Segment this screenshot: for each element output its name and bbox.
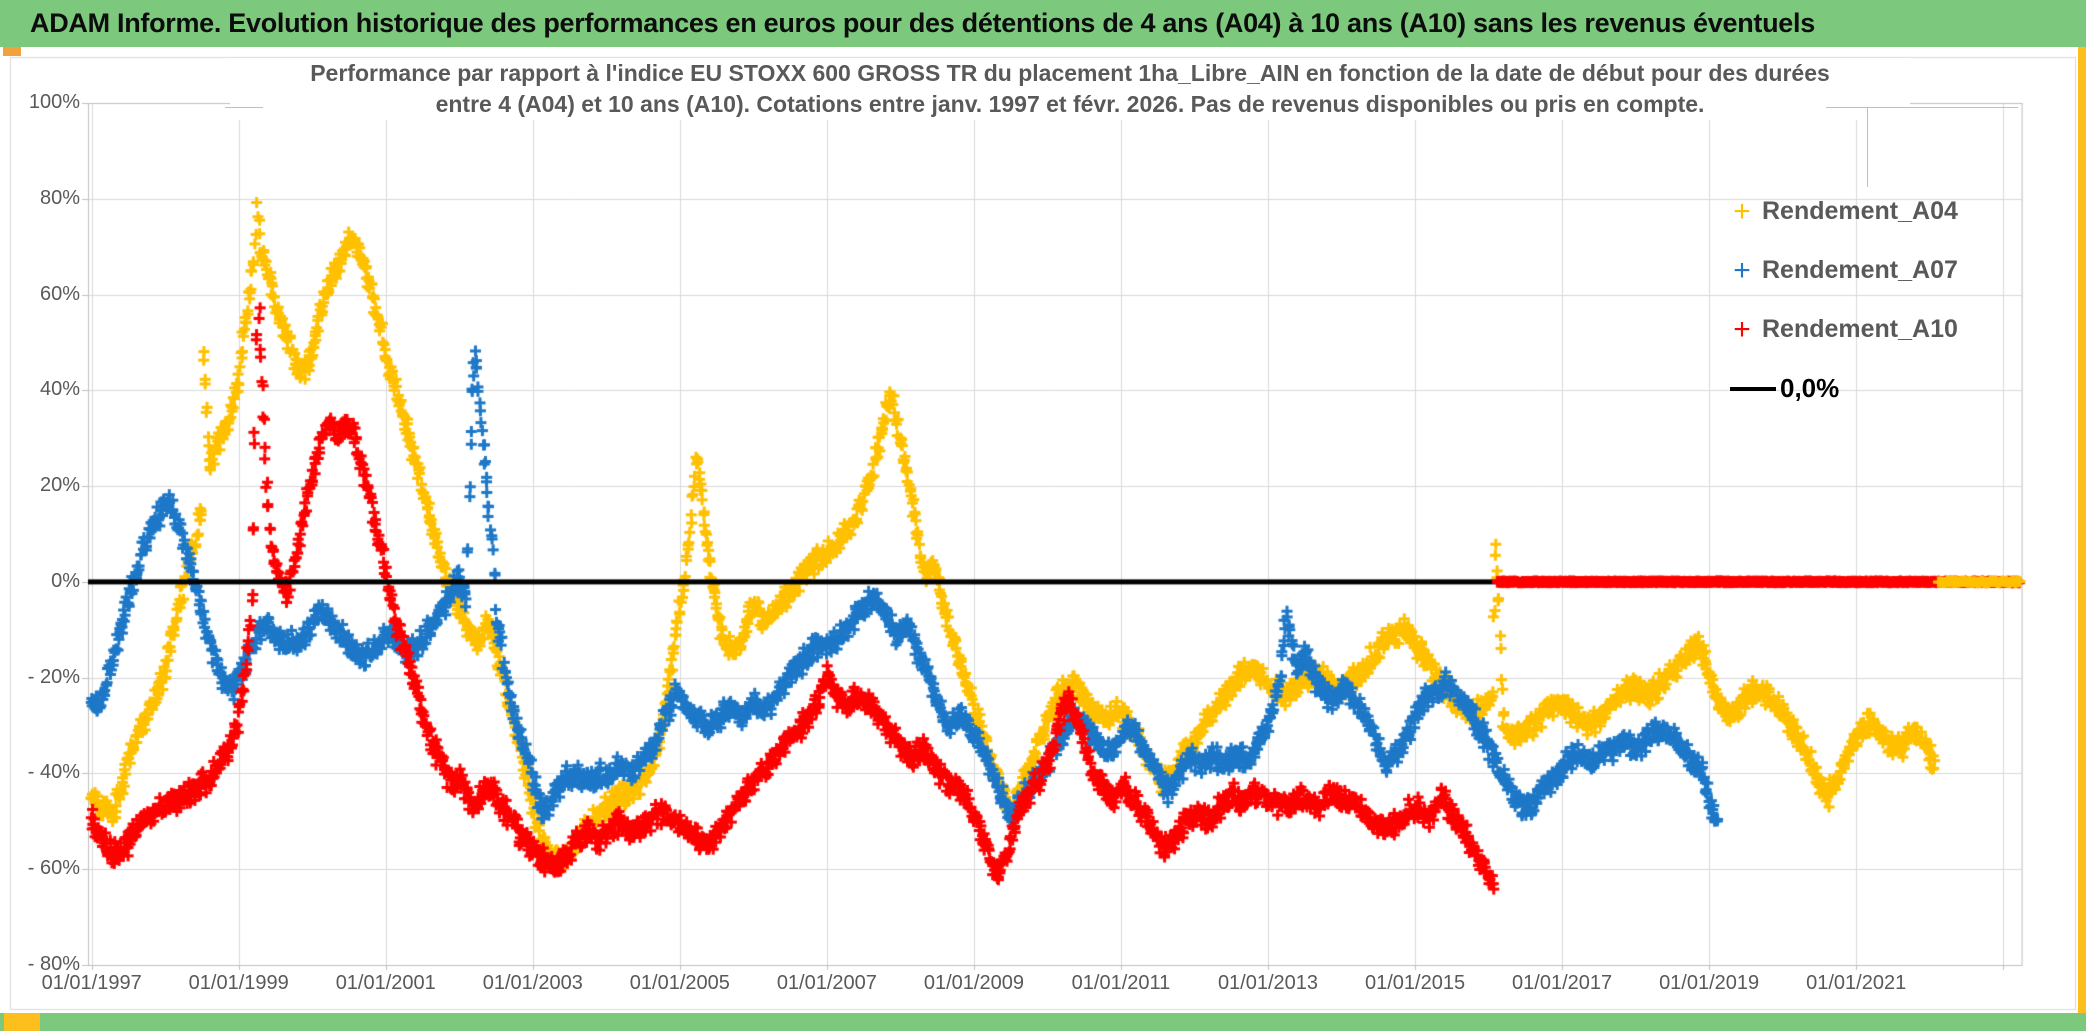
y-tick-label: - 20%	[27, 665, 80, 688]
y-tick-label: - 40%	[27, 761, 80, 784]
bottom-bar	[0, 1013, 2086, 1031]
legend-item-rendement-a07: + Rendement_A07	[1722, 241, 2022, 300]
title-callout-line-left	[225, 107, 263, 108]
legend-label: Rendement_A07	[1762, 256, 1958, 284]
corner-tab-accent	[3, 47, 21, 56]
x-axis-labels: 01/01/1997 01/01/1999 01/01/2001 01/01/2003…	[0, 972, 2086, 1002]
bottom-corner-accent	[4, 1013, 40, 1031]
title-bar: ADAM Informe. Evolution historique des p…	[0, 0, 2086, 47]
x-tick-label: 01/01/1997	[41, 972, 142, 994]
x-tick-label: 01/01/2013	[1217, 972, 1319, 994]
legend-item-rendement-a10: + Rendement_A10	[1722, 300, 2022, 359]
plus-marker-icon: +	[1733, 253, 1751, 287]
x-tick-label: 01/01/2017	[1512, 972, 1613, 994]
page-title: ADAM Informe. Evolution historique des p…	[30, 8, 1815, 38]
chart-title-line2: entre 4 (A04) et 10 ans (A10). Cotations…	[435, 91, 1705, 117]
plus-marker-icon: +	[1733, 312, 1751, 346]
y-tick-label: 100%	[28, 91, 80, 113]
right-edge-accent-strip	[2078, 47, 2086, 1031]
chart-title: Performance par rapport à l'indice EU ST…	[230, 58, 1910, 120]
x-tick-label: 01/01/2009	[923, 972, 1024, 994]
legend-label: 0,0%	[1780, 373, 1840, 403]
y-tick-label: 0%	[51, 569, 80, 592]
legend: + Rendement_A04 + Rendement_A07 + Rendem…	[1722, 182, 2022, 418]
legend-item-rendement-a04: + Rendement_A04	[1722, 182, 2022, 241]
y-tick-label: - 80%	[27, 953, 80, 975]
zero-line-icon	[1730, 386, 1776, 391]
legend-label: Rendement_A04	[1762, 197, 1958, 225]
title-callout-line-down	[1867, 108, 1868, 187]
y-axis-labels: 100% 80% 60% 40% 20% 0% - 20% - 40% - 60% - 80%	[0, 0, 80, 1031]
x-tick-label: 01/01/2005	[629, 972, 730, 994]
legend-label: Rendement_A10	[1762, 315, 1958, 343]
y-tick-label: 60%	[39, 282, 80, 305]
plus-marker-icon: +	[1733, 194, 1751, 228]
x-tick-label: 01/01/1999	[188, 972, 289, 994]
x-tick-label: 01/01/2007	[776, 972, 877, 994]
x-tick-label: 01/01/2019	[1659, 972, 1760, 994]
chart-title-line1: Performance par rapport à l'indice EU ST…	[310, 60, 1830, 86]
x-tick-label: 01/01/2011	[1071, 972, 1171, 994]
y-tick-label: 80%	[39, 186, 80, 209]
y-tick-label: - 60%	[27, 857, 80, 880]
x-tick-label: 01/01/2003	[482, 972, 583, 994]
x-tick-label: 01/01/2021	[1806, 972, 1907, 994]
legend-item-zero-line: 0,0%	[1722, 359, 2022, 418]
y-tick-label: 40%	[39, 378, 80, 401]
x-tick-label: 01/01/2001	[335, 972, 436, 994]
y-tick-label: 20%	[39, 474, 80, 497]
title-callout-line-right	[1826, 107, 2018, 108]
x-tick-label: 01/01/2015	[1364, 972, 1466, 994]
